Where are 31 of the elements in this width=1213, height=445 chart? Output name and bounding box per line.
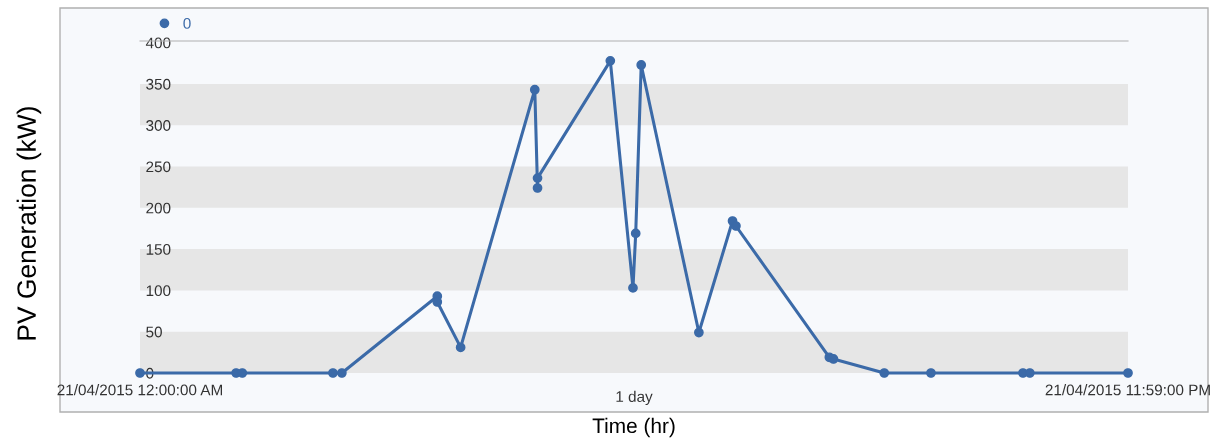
point <box>336 368 347 378</box>
point <box>731 221 741 231</box>
point <box>636 60 647 70</box>
y-tick-label: 250 <box>146 161 171 173</box>
x-axis-title: Time (hr) <box>592 417 675 438</box>
y-tick-label: 100 <box>146 285 171 297</box>
x-tick-label: 21/04/2015 12:00:00 AM <box>57 384 222 396</box>
point <box>605 55 616 66</box>
point <box>926 368 936 378</box>
point <box>328 368 338 378</box>
y-tick-label: 50 <box>146 326 162 338</box>
point <box>630 228 641 239</box>
y-tick-label: 400 <box>145 37 171 49</box>
legend-label: 0 <box>183 18 191 29</box>
y-tick-label: 300 <box>146 120 171 131</box>
y-tick-label: 200 <box>146 202 171 214</box>
point <box>532 173 543 183</box>
point <box>529 84 540 95</box>
point <box>879 368 890 378</box>
point <box>694 327 704 338</box>
point <box>828 354 839 364</box>
y-tick-label: 150 <box>146 243 171 255</box>
x-tick-label: 21/04/2015 11:59:00 PM <box>1045 384 1210 396</box>
y-axis-title: PV Generation (kW) <box>16 107 42 340</box>
point <box>135 368 145 378</box>
point <box>532 183 543 193</box>
point <box>1123 368 1133 378</box>
point <box>628 283 638 293</box>
y-tick-label: 350 <box>146 78 171 90</box>
point <box>455 342 466 353</box>
text: 1 day <box>616 390 653 406</box>
